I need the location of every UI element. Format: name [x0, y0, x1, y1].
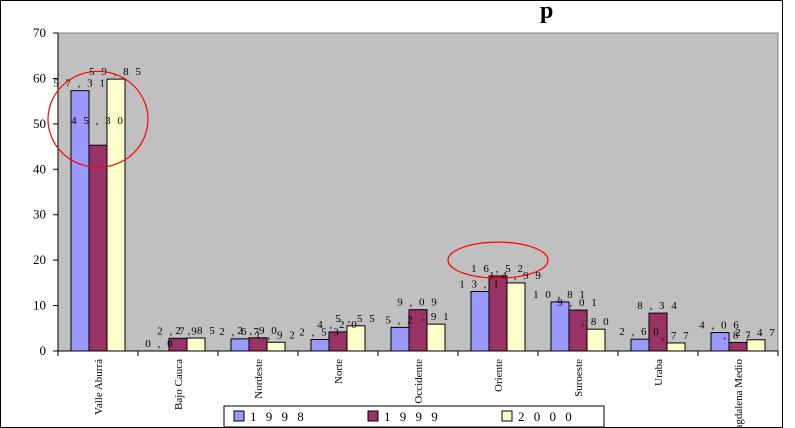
data-label: 5 7 , 3 1 [53, 78, 107, 90]
bar [390, 326, 410, 352]
y-tick-label: 30 [33, 207, 46, 222]
chart-title-fragment: p [540, 0, 553, 24]
bar [746, 339, 766, 352]
y-tick-label: 40 [33, 161, 46, 176]
bar [310, 339, 330, 352]
data-label: 4 , 2 0 [317, 319, 359, 331]
bar [586, 328, 606, 352]
category-label: Oriente [493, 359, 505, 392]
data-label: 2 , 6 0 [619, 326, 661, 338]
bars [70, 78, 766, 352]
legend-label: 1 9 9 9 [384, 409, 441, 424]
data-label: 9 , 0 9 [397, 297, 439, 309]
bar [106, 78, 126, 352]
plot-area [57, 32, 779, 352]
bar [70, 90, 90, 352]
data-label: , 9 1 [421, 311, 450, 323]
y-tick-label: 0 [40, 343, 47, 358]
data-label: 2 , 9 0 [237, 325, 279, 337]
highlight-ellipse [447, 241, 549, 279]
y-axis: 0 10 20 30 40 50 60 70 [33, 25, 59, 358]
category-label: Valle Aburrá [93, 359, 105, 415]
data-label: 2 , 5 3 [299, 327, 341, 339]
legend-label: 2 0 0 0 [518, 409, 575, 424]
data-label: 5 , 2 [385, 314, 414, 326]
data-label: 4 , 0 6 [699, 320, 741, 332]
bar [648, 312, 668, 352]
y-tick-label: 50 [33, 116, 46, 131]
legend-swatch [233, 410, 245, 422]
bar [710, 332, 730, 352]
data-label: 1 4 , 9 9 [489, 270, 543, 282]
bar [728, 342, 748, 352]
data-label: 5 9 , 8 5 [89, 66, 143, 78]
data-label: 2 , 8 5 [175, 325, 217, 337]
data-label: , 8 0 [581, 316, 610, 328]
data-label: , 8 7 [723, 330, 752, 342]
data-label: 4 5 , 3 0 [71, 115, 125, 127]
bar [186, 337, 206, 352]
data-label: 8 , 3 4 [637, 300, 679, 312]
annotations [47, 70, 549, 279]
bar [630, 338, 650, 352]
category-label: Nordeste [253, 359, 265, 399]
category-labels: Valle Aburrá Bajo Cauca Nordeste Norte Occid… [93, 359, 745, 428]
category-label: Magdalena Medio [733, 359, 745, 428]
data-label: 2 , 4 7 [735, 327, 777, 339]
bar [666, 342, 686, 352]
bar [88, 144, 108, 352]
legend-label: 1 9 9 8 [250, 409, 307, 424]
bar [550, 301, 570, 352]
data-label: , 7 7 [661, 330, 690, 342]
category-label: Bajo Cauca [173, 359, 185, 410]
data-label: 9 , 0 1 [557, 297, 599, 309]
data-label: 1 , 9 2 [255, 329, 297, 341]
y-tick-label: 70 [33, 25, 46, 40]
bar [230, 338, 250, 352]
data-label: 1 0 , 8 1 [533, 289, 587, 301]
y-tick-label: 60 [33, 70, 46, 85]
y-tick-label: 20 [33, 252, 46, 267]
category-label: Uraba [653, 359, 665, 386]
category-label: Occidente [413, 359, 425, 404]
legend-swatch [367, 410, 379, 422]
bar [266, 341, 286, 352]
data-label: 1 3 , 1 [459, 278, 501, 290]
category-label: Norte [333, 359, 345, 384]
data-label: 1 6 , 5 2 [471, 263, 525, 275]
y-tick-label: 10 [33, 298, 46, 313]
data-label: 5 , 5 5 [335, 313, 377, 325]
bar [346, 325, 366, 352]
bar [506, 282, 526, 352]
data-labels: 5 7 , 3 14 5 , 3 05 9 , 8 50 , 02 , 7 92… [53, 66, 777, 350]
data-label: 2 , 6 7 [219, 326, 261, 338]
highlight-ellipse [47, 70, 149, 168]
bar [426, 323, 446, 352]
data-label: 2 , 7 9 [157, 325, 199, 337]
legend: 1 9 9 8 1 9 9 9 2 0 0 0 [223, 405, 605, 428]
data-label: 0 , 0 [145, 338, 174, 350]
bar [470, 290, 490, 352]
legend-swatch [501, 410, 513, 422]
category-label: Suroeste [573, 359, 585, 397]
